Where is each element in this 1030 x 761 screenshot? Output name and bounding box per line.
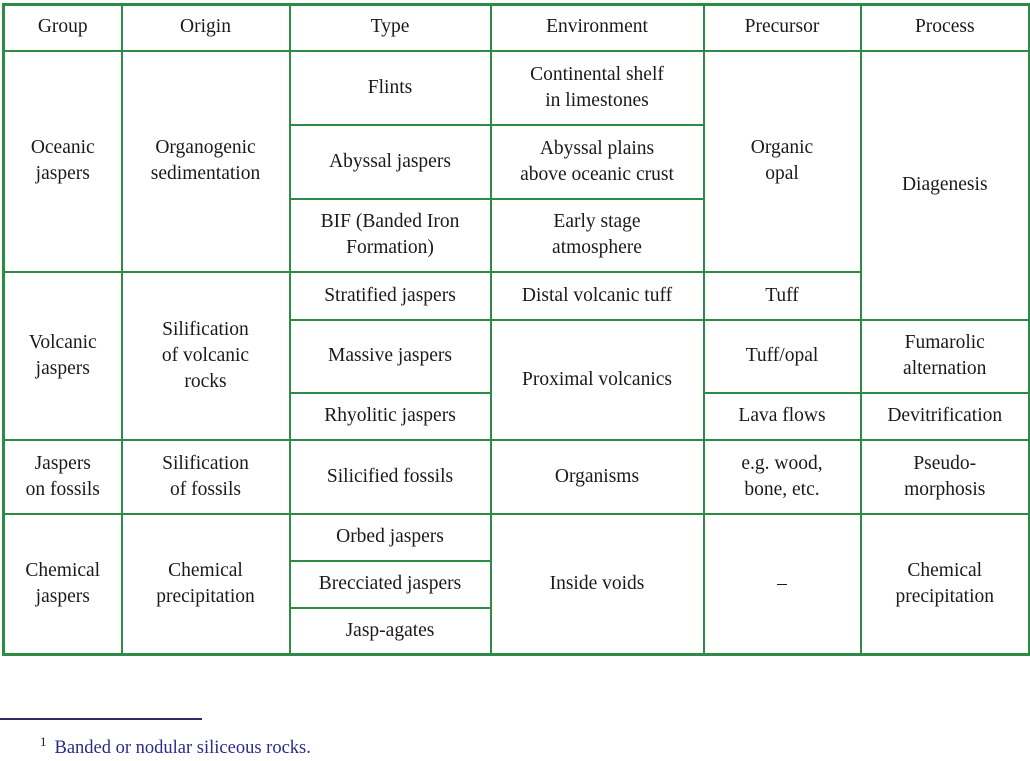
process-pseudomorphosis: Pseudo- morphosis bbox=[859, 438, 1030, 515]
process-devitrification: Devitrification bbox=[859, 391, 1030, 441]
type-stratified: Stratified jaspers bbox=[288, 270, 492, 321]
type-rhyolitic: Rhyolitic jaspers bbox=[288, 391, 492, 441]
jasper-classification-table: Group Origin Type Environment Precursor … bbox=[2, 3, 1030, 656]
process-chemical-precipitation: Chemical precipitation bbox=[859, 512, 1030, 656]
origin-oceanic: Organogenic sedimentation bbox=[120, 49, 291, 273]
table-row: Rhyolitic jaspers Lava flows Devitrifica… bbox=[4, 391, 1030, 441]
precursor-organic-opal: Organic opal bbox=[702, 49, 862, 273]
table-header-row: Group Origin Type Environment Precursor … bbox=[2, 3, 1030, 52]
precursor-tuff-opal: Tuff/opal bbox=[702, 318, 862, 394]
group-volcanic: Volcanic jaspers bbox=[2, 270, 123, 441]
table-row: Massive jaspers Proximal volcanics Tuff/… bbox=[4, 318, 1030, 441]
environment-proximal-volcanics: Proximal volcanics bbox=[489, 318, 705, 441]
group-oceanic: Oceanic jaspers bbox=[2, 49, 123, 273]
type-jasp-agates: Jasp-agates bbox=[288, 606, 492, 656]
header-precursor: Precursor bbox=[702, 3, 862, 52]
table-row: Oceanic jaspers Organogenic sedimentatio… bbox=[2, 49, 1030, 321]
header-type: Type bbox=[288, 3, 492, 52]
type-abyssal: Abyssal jaspers bbox=[288, 123, 492, 200]
precursor-none: – bbox=[702, 512, 862, 656]
environment-organisms: Organisms bbox=[489, 438, 705, 515]
table-row: BIF (Banded Iron Formation) Early stage … bbox=[4, 197, 1030, 273]
header-environment: Environment bbox=[489, 3, 705, 52]
environment-early-atmosphere: Early stage atmosphere bbox=[489, 197, 705, 273]
header-process: Process bbox=[859, 3, 1030, 52]
type-flints: Flints bbox=[288, 49, 492, 126]
origin-volcanic: Silification of volcanic rocks bbox=[120, 270, 291, 441]
type-silicified-fossils: Silicified fossils bbox=[288, 438, 492, 515]
environment-continental-shelf: Continental shelf in limestones bbox=[489, 49, 705, 126]
header-group: Group bbox=[2, 3, 123, 52]
type-bif: BIF (Banded Iron Formation) bbox=[288, 197, 492, 273]
origin-fossils: Silification of fossils bbox=[120, 438, 291, 515]
precursor-tuff: Tuff bbox=[702, 270, 862, 321]
table-row: Jasp-agates bbox=[4, 606, 1030, 656]
table-row: Abyssal jaspers Abyssal plains above oce… bbox=[4, 123, 1030, 200]
footnote-divider bbox=[0, 718, 202, 720]
type-brecciated: Brecciated jaspers bbox=[288, 559, 492, 609]
footnote-number: 1 bbox=[40, 734, 47, 749]
type-orbed: Orbed jaspers bbox=[288, 512, 492, 562]
footnote: 1 Banded or nodular siliceous rocks. bbox=[40, 734, 311, 760]
footnote-text[interactable]: Banded or nodular siliceous rocks. bbox=[54, 738, 311, 758]
environment-distal-tuff: Distal volcanic tuff bbox=[489, 270, 705, 321]
table-row: Jaspers on fossils Silification of fossi… bbox=[2, 438, 1030, 515]
group-fossils: Jaspers on fossils bbox=[2, 438, 123, 515]
precursor-lava-flows: Lava flows bbox=[702, 391, 862, 441]
precursor-wood-bone: e.g. wood, bone, etc. bbox=[702, 438, 862, 515]
header-origin: Origin bbox=[120, 3, 291, 52]
group-chemical: Chemical jaspers bbox=[2, 512, 123, 656]
process-diagenesis: Diagenesis bbox=[859, 49, 1030, 321]
type-massive: Massive jaspers bbox=[288, 318, 492, 394]
environment-abyssal-plains: Abyssal plains above oceanic crust bbox=[489, 123, 705, 200]
table-row: Volcanic jaspers Silification of volcani… bbox=[2, 270, 1030, 441]
environment-inside-voids: Inside voids bbox=[489, 512, 705, 656]
origin-chemical: Chemical precipitation bbox=[120, 512, 291, 656]
table-row: Brecciated jaspers bbox=[4, 559, 1030, 609]
process-fumarolic: Fumarolic alternation bbox=[859, 318, 1030, 394]
table-row: Chemical jaspers Chemical precipitation … bbox=[2, 512, 1030, 656]
